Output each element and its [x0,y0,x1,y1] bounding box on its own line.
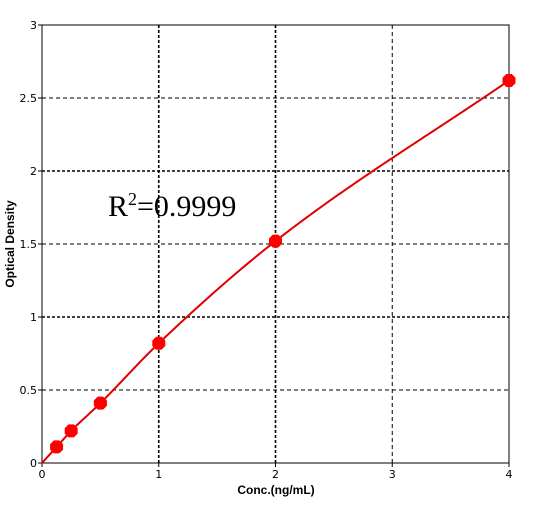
data-point [502,74,516,87]
r-squared-value: =0.9999 [137,190,236,223]
axis-ticks: 0 1 2 3 4 0 0.5 1 1.5 2 2.5 3 [20,19,513,481]
data-point [64,424,78,438]
y-tick-label: 3 [30,19,37,32]
data-point [93,396,107,410]
x-axis-title: Conc.(ng/mL) [237,483,314,497]
x-tick-label: 1 [155,468,162,481]
y-axis-title: Optical Density [3,200,17,288]
y-tick-label: 0 [30,457,37,470]
y-tick-label: 0.5 [20,384,38,397]
r-squared-prefix: R [108,190,128,223]
r-squared-annotation: R2=0.9999 [108,189,236,223]
data-point [152,336,166,350]
y-tick-label: 2.5 [20,92,38,105]
x-tick-label: 3 [389,468,396,481]
data-points [50,74,516,454]
y-tick-label: 2 [30,165,37,178]
x-tick-label: 4 [506,468,513,481]
x-tick-label: 2 [272,468,279,481]
r-squared-superscript: 2 [128,189,137,209]
y-tick-label: 1 [30,311,37,324]
x-tick-label: 0 [39,468,46,481]
y-tick-label: 1.5 [20,238,38,251]
data-point [50,440,64,454]
data-point [269,234,282,248]
